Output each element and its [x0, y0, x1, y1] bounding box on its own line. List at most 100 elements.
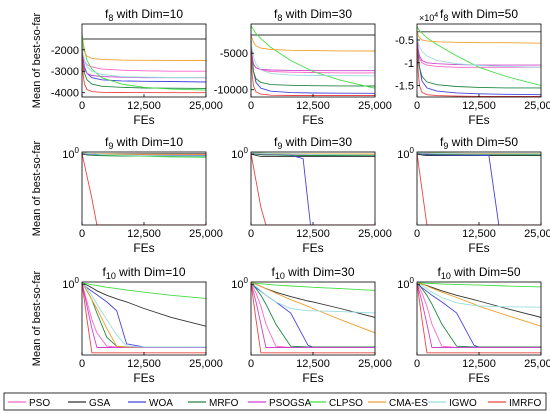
y-tick-label: 100 — [62, 146, 79, 161]
series-line-imrfo — [251, 282, 375, 354]
x-axis-label: FEs — [133, 241, 154, 255]
y-exponent-label: ×104 — [419, 12, 438, 23]
legend-label: IMRFO — [509, 398, 541, 409]
series-line-woa — [251, 282, 375, 348]
chart-panel-1: f8 with Dim=10 0 12,500 25,000 -2000 -3000 -40… — [31, 7, 223, 127]
series-group — [417, 282, 541, 354]
series-line-pso — [417, 282, 541, 348]
x-tick-label: 25,000 — [524, 100, 550, 112]
chart-panel-9: f10 with Dim=50 0 12,500 25,000 100 FEs — [397, 265, 550, 385]
series-line-cma-es — [251, 282, 375, 334]
series-group — [251, 152, 375, 225]
x-axis-label: FEs — [302, 113, 323, 127]
series-line-imrfo — [82, 49, 206, 94]
series-line-imrfo — [417, 39, 541, 97]
legend-box — [3, 392, 547, 411]
chart-panel-3: f8 with Dim=50 0 12,500 25,000 -0.5 -1 -1.5 ×10… — [395, 7, 550, 127]
x-tick-label: 0 — [248, 100, 254, 112]
series-line-clpso — [82, 32, 206, 91]
series-line-cma-es — [417, 30, 541, 44]
x-tick-label: 25,000 — [524, 358, 550, 370]
x-tick-label: 12,500 — [462, 358, 496, 370]
legend-item-pso: PSO — [8, 398, 50, 409]
chart-panel-4: f9 with Dim=10 0 12,500 25,000 100 FEs Mean of… — [31, 135, 223, 255]
panel-title: f10 with Dim=10 — [102, 265, 185, 281]
x-tick-label: 25,000 — [189, 358, 223, 370]
y-tick-label: 100 — [231, 276, 248, 291]
plot-frame — [416, 151, 542, 226]
legend-label: CLPSO — [329, 398, 363, 409]
panel-title: f9 with Dim=10 — [105, 135, 183, 151]
legend-item-cma-es: CMA-ES — [368, 398, 428, 409]
series-line-psogsa — [82, 45, 206, 79]
series-line-mrfo — [251, 38, 375, 87]
plot-frame — [250, 151, 376, 226]
legend-item-woa: WOA — [128, 398, 173, 409]
series-line-psogsa — [251, 42, 375, 72]
x-tick-label: 12,500 — [127, 358, 161, 370]
series-group — [82, 282, 206, 354]
series-line-imrfo — [251, 153, 375, 225]
series-line-igwo — [417, 282, 541, 308]
x-tick-label: 0 — [414, 358, 420, 370]
series-line-woa — [417, 282, 541, 348]
series-group — [417, 26, 541, 97]
y-tick-label: 100 — [62, 276, 79, 291]
x-tick-label: 0 — [79, 100, 85, 112]
y-tick-label: -0.5 — [395, 35, 414, 47]
series-line-clpso — [417, 282, 541, 288]
legend: PSO GSA WOA MRFO PSOGSA CLPSO CMA-ES IGWO IMRFO — [3, 392, 547, 411]
plot-frame — [81, 151, 207, 226]
series-line-gsa — [82, 282, 206, 327]
legend-item-mrfo: MRFO — [188, 398, 239, 409]
legend-item-psogsa: PSOGSA — [248, 398, 312, 409]
x-tick-label: 0 — [79, 358, 85, 370]
chart-panel-5: f9 with Dim=30 0 12,500 25,000 100 FEs — [231, 135, 392, 255]
x-axis-label: FEs — [302, 241, 323, 255]
x-tick-label: 12,500 — [296, 228, 330, 240]
x-axis-label: FEs — [133, 371, 154, 385]
series-line-pso — [251, 282, 375, 348]
x-axis-label: FEs — [302, 371, 323, 385]
series-line-cma-es — [417, 282, 541, 327]
series-line-woa — [82, 43, 206, 83]
legend-label: PSOGSA — [269, 398, 312, 409]
x-axis-label: FEs — [468, 113, 489, 127]
plot-frame — [416, 281, 542, 356]
series-group — [251, 25, 375, 96]
legend-label: GSA — [89, 398, 110, 409]
series-line-imrfo — [417, 282, 541, 354]
panel-title: f8 with Dim=50 — [440, 7, 518, 23]
series-line-psogsa — [82, 282, 206, 348]
series-line-imrfo — [82, 153, 206, 225]
panel-title: f10 with Dim=30 — [271, 265, 354, 281]
series-line-mrfo — [251, 152, 375, 156]
x-tick-label: 25,000 — [189, 100, 223, 112]
y-tick-label: -5000 — [220, 48, 248, 60]
series-group — [417, 152, 541, 225]
series-line-pso — [82, 45, 206, 72]
y-tick-label: 100 — [397, 276, 414, 291]
series-line-psogsa — [251, 282, 375, 348]
series-line-igwo — [417, 152, 541, 155]
y-axis-label: Mean of best-so-far — [31, 270, 43, 366]
y-tick-label: 100 — [231, 146, 248, 161]
y-axis-label: Mean of best-so-far — [31, 140, 43, 236]
x-tick-label: 0 — [414, 100, 420, 112]
y-tick-label: -1.5 — [395, 81, 414, 93]
x-tick-label: 25,000 — [358, 100, 392, 112]
x-tick-label: 25,000 — [189, 228, 223, 240]
series-line-mrfo — [417, 282, 541, 348]
series-line-clpso — [82, 282, 206, 299]
x-tick-label: 12,500 — [296, 358, 330, 370]
panel-title: f10 with Dim=50 — [437, 265, 520, 281]
chart-panel-2: f8 with Dim=30 0 12,500 25,000 -5000 -10000 FE… — [214, 7, 392, 127]
series-line-imrfo — [251, 45, 375, 96]
series-group — [82, 32, 206, 94]
y-tick-label: -10000 — [214, 85, 248, 97]
series-line-clpso — [251, 282, 375, 291]
legend-item-imrfo: IMRFO — [488, 398, 541, 409]
y-tick-label: -3000 — [51, 66, 79, 78]
panel-title: f8 with Dim=30 — [274, 7, 352, 23]
